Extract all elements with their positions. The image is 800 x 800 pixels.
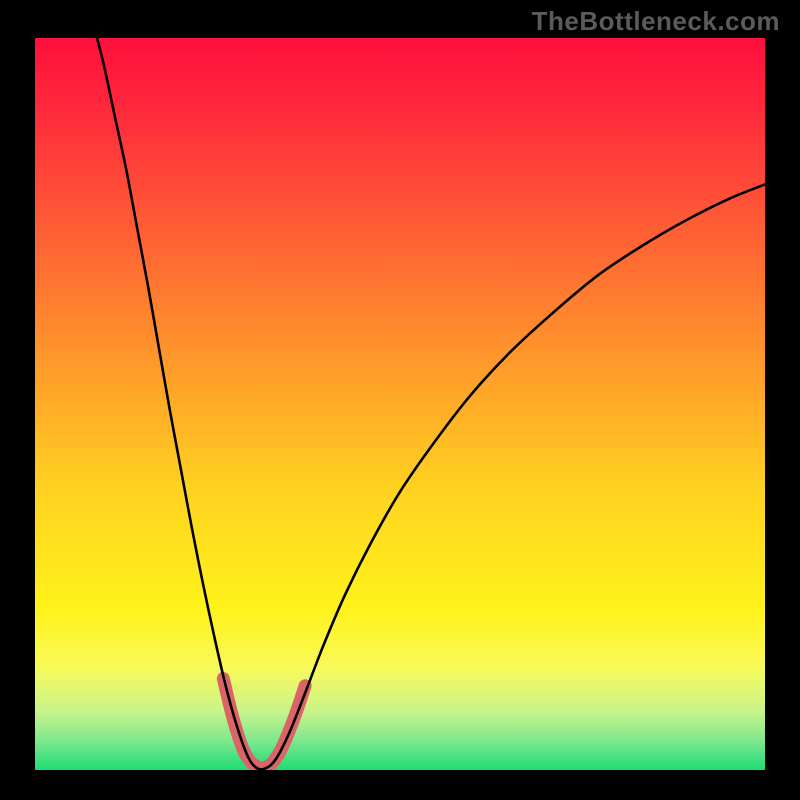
plot-svg (35, 38, 765, 770)
chart-stage: TheBottleneck.com (0, 0, 800, 800)
watermark-text: TheBottleneck.com (532, 6, 780, 37)
plot-area (35, 38, 765, 770)
bottleneck-curve (97, 38, 765, 769)
